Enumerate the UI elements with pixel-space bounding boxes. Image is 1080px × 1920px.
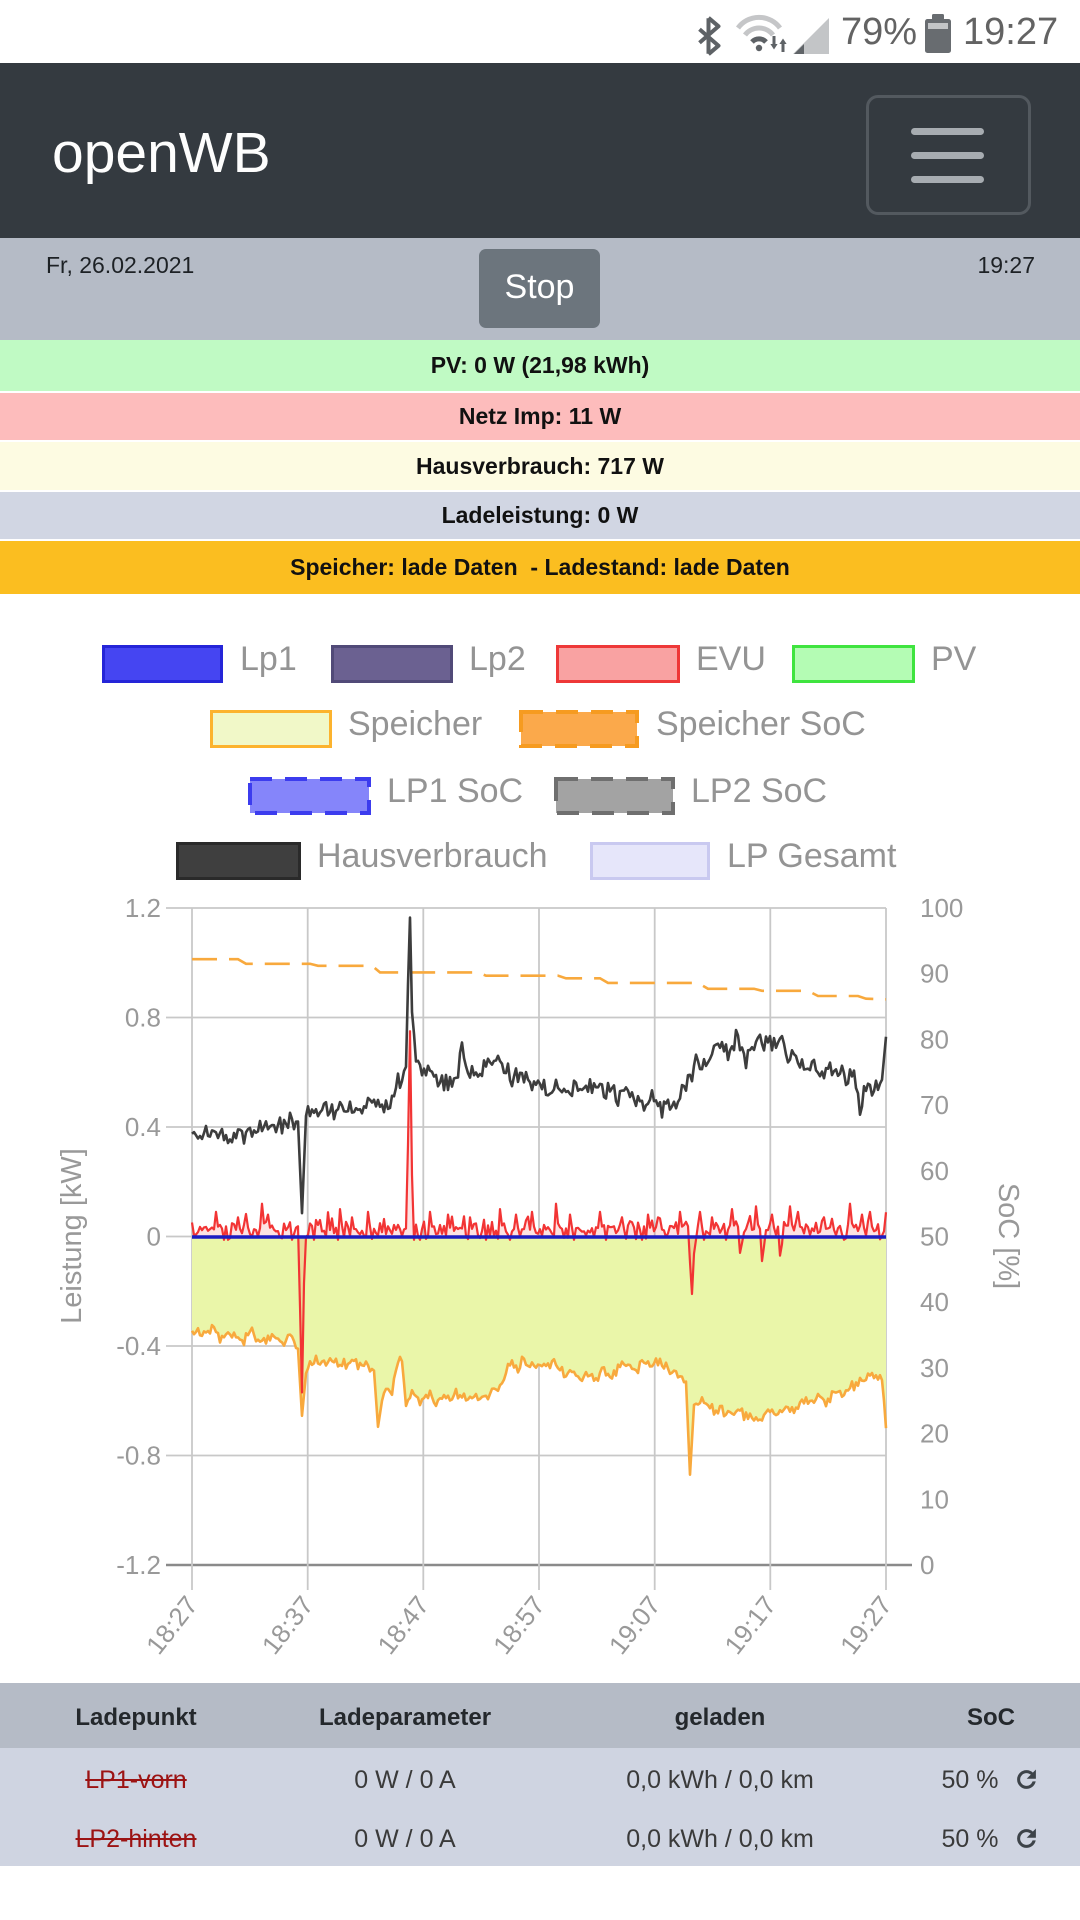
svg-text:30: 30 (920, 1353, 949, 1383)
svg-text:19:07: 19:07 (603, 1590, 667, 1660)
svg-text:SoC [%]: SoC [%] (992, 1183, 1024, 1289)
svg-text:18:37: 18:37 (256, 1590, 320, 1660)
svg-text:80: 80 (920, 1024, 949, 1054)
svg-text:60: 60 (920, 1156, 949, 1186)
svg-text:50: 50 (920, 1222, 949, 1252)
svg-text:-0.4: -0.4 (116, 1331, 161, 1361)
svg-text:Leistung [kW]: Leistung [kW] (56, 1148, 88, 1324)
svg-text:0.8: 0.8 (125, 1003, 161, 1033)
svg-text:-1.2: -1.2 (116, 1550, 161, 1580)
svg-text:19:27: 19:27 (834, 1590, 898, 1660)
svg-text:-0.8: -0.8 (116, 1441, 161, 1471)
svg-text:18:57: 18:57 (487, 1590, 551, 1660)
svg-text:10: 10 (920, 1484, 949, 1514)
svg-text:0: 0 (920, 1550, 934, 1580)
svg-text:18:27: 18:27 (140, 1590, 204, 1660)
svg-text:0: 0 (147, 1222, 161, 1252)
svg-text:40: 40 (920, 1287, 949, 1317)
svg-text:19:17: 19:17 (718, 1590, 782, 1660)
svg-text:1.2: 1.2 (125, 893, 161, 923)
svg-text:90: 90 (920, 959, 949, 989)
svg-text:20: 20 (920, 1419, 949, 1449)
svg-text:18:47: 18:47 (371, 1590, 435, 1660)
svg-text:100: 100 (920, 893, 963, 923)
svg-text:70: 70 (920, 1090, 949, 1120)
svg-text:0.4: 0.4 (125, 1112, 161, 1142)
